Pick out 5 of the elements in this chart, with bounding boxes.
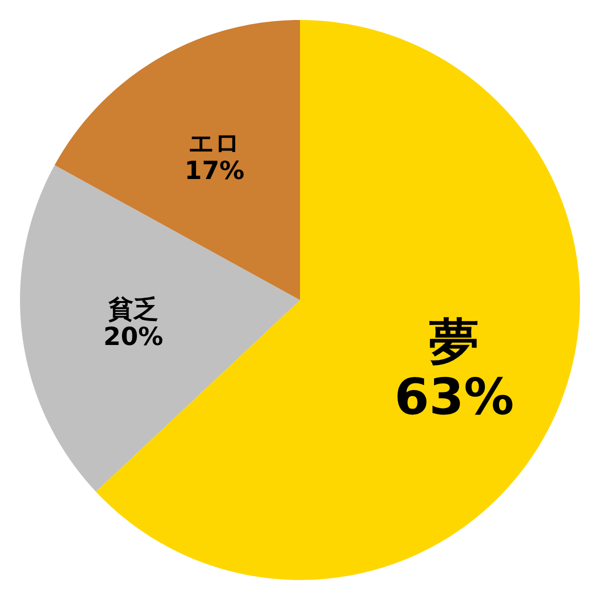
data-label: 17% [184, 156, 244, 186]
slice-label: 貧乏 [107, 294, 158, 324]
data-label: 20% [103, 322, 164, 351]
pie-slice [96, 20, 580, 580]
slice-label: エロ [188, 128, 240, 158]
